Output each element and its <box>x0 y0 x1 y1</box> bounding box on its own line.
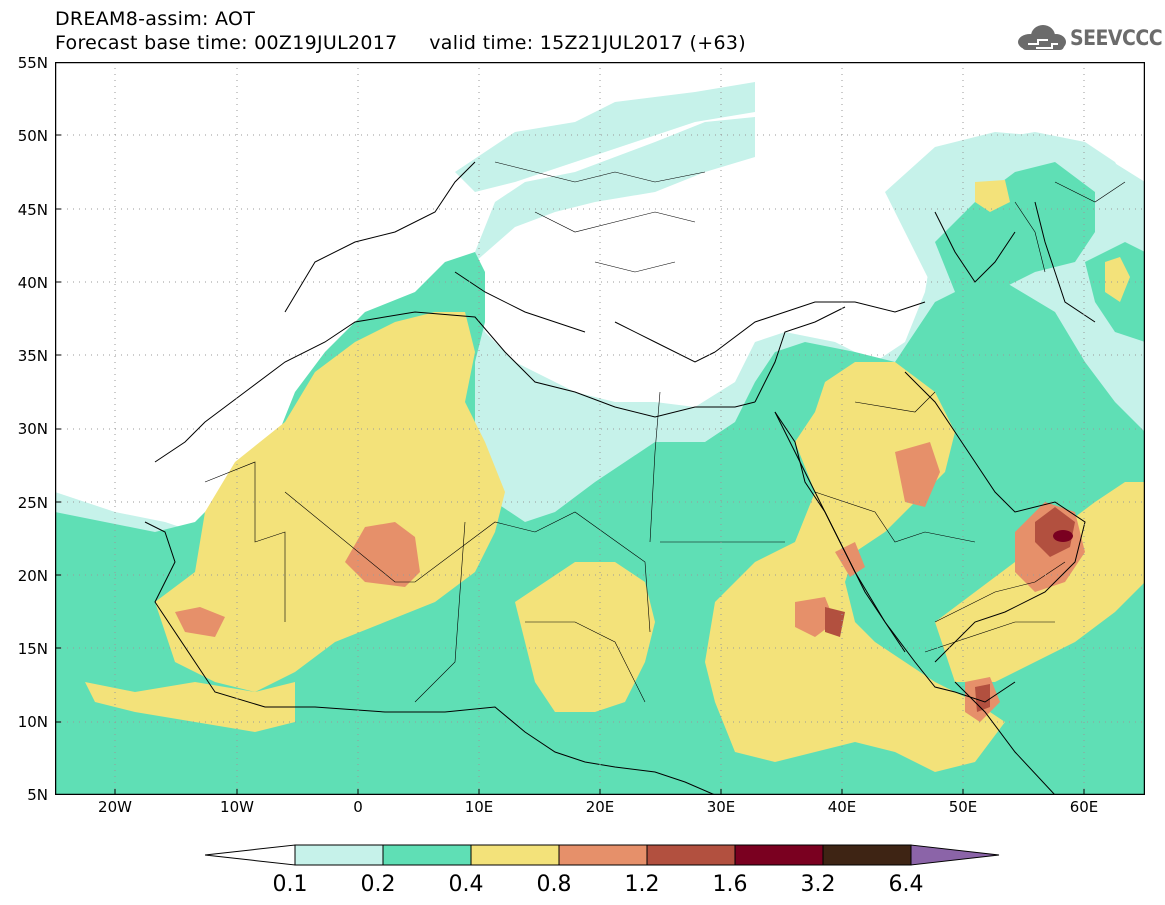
aot-band-1-6 <box>1053 530 1073 542</box>
lat-label: 35N <box>17 347 48 365</box>
colorbar-tick-label: 0.8 <box>536 872 572 897</box>
forecast-times: Forecast base time: 00Z19JUL2017 valid t… <box>55 32 746 54</box>
colorbar-tick-label: 0.1 <box>272 872 308 897</box>
lon-label: 40E <box>827 798 857 816</box>
colorbar-tick-label: 3.2 <box>800 872 836 897</box>
colorbar-extend-high <box>910 844 1000 866</box>
aot-map <box>55 62 1145 795</box>
colorbar-extend-low <box>205 844 296 866</box>
colorbar-tick-label: 0.4 <box>448 872 484 897</box>
lat-label: 5N <box>27 786 48 804</box>
lon-label: 20W <box>98 798 132 816</box>
colorbar-tick-label: 0.2 <box>360 872 396 897</box>
lat-label: 30N <box>17 420 48 438</box>
colorbar <box>205 844 1000 866</box>
colorbar-cell <box>382 844 472 866</box>
lat-label: 45N <box>17 201 48 219</box>
lon-label: 50E <box>948 798 978 816</box>
lon-label: 60E <box>1069 798 1099 816</box>
colorbar-cell <box>822 844 912 866</box>
colorbar-tick-label: 6.4 <box>888 872 924 897</box>
chart-title: DREAM8-assim: AOT <box>55 8 256 30</box>
lat-label: 40N <box>17 274 48 292</box>
colorbar-cell <box>558 844 648 866</box>
cloud-icon <box>1018 25 1066 50</box>
lat-label: 50N <box>17 127 48 145</box>
graticule <box>55 62 1145 795</box>
colorbar-tick-label: 1.2 <box>624 872 660 897</box>
colorbar-tick-label: 1.6 <box>712 872 748 897</box>
aot-band-1-2 <box>825 507 1075 712</box>
colorbar-cell <box>646 844 736 866</box>
lat-label: 20N <box>17 567 48 585</box>
lon-label: 0 <box>353 798 363 816</box>
colorbar-cell <box>294 844 384 866</box>
logo-text: SEEVCCC <box>1070 26 1163 50</box>
lon-label: 30E <box>706 798 736 816</box>
colorbar-cell <box>470 844 560 866</box>
lon-label: 10W <box>220 798 254 816</box>
lon-label: 20E <box>585 798 615 816</box>
country-borders <box>204 161 1126 703</box>
lon-label: 10E <box>464 798 494 816</box>
lat-label: 55N <box>17 54 48 72</box>
coastlines <box>144 161 1096 795</box>
colorbar-cell <box>734 844 824 866</box>
lat-label: 25N <box>17 494 48 512</box>
lat-label: 15N <box>17 640 48 658</box>
lat-label: 10N <box>17 713 48 731</box>
